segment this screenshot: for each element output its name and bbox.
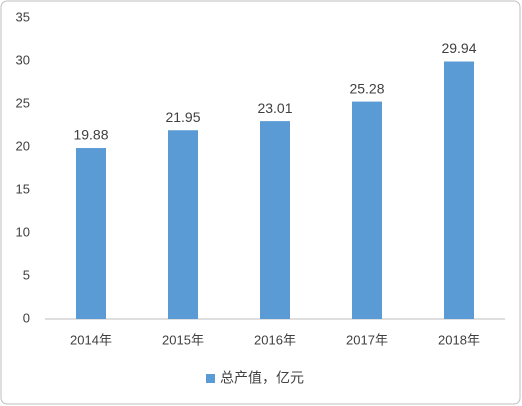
x-tick-label: 2018年 <box>438 332 480 347</box>
bar <box>260 121 290 319</box>
bar <box>76 148 106 319</box>
data-label: 23.01 <box>257 100 292 116</box>
y-tick-label: 0 <box>23 310 30 325</box>
x-tick-label: 2017年 <box>346 332 388 347</box>
bar <box>352 101 382 319</box>
x-tick-label: 2016年 <box>254 332 296 347</box>
data-label: 19.88 <box>73 127 108 143</box>
bar <box>444 61 474 320</box>
y-tick-label: 20 <box>16 138 30 153</box>
y-tick-label: 15 <box>16 181 30 196</box>
x-tick-label: 2014年 <box>70 332 112 347</box>
legend-swatch <box>206 374 215 383</box>
legend-label: 总产值，亿元 <box>220 370 304 386</box>
y-tick-label: 25 <box>16 95 30 110</box>
y-tick-label: 30 <box>16 52 30 67</box>
data-label: 21.95 <box>165 109 200 125</box>
y-tick-label: 5 <box>23 267 30 282</box>
y-tick-label: 35 <box>16 9 30 24</box>
data-label: 25.28 <box>349 80 384 96</box>
x-tick-label: 2015年 <box>162 332 204 347</box>
y-tick-label: 10 <box>16 224 30 239</box>
data-label: 29.94 <box>441 40 476 56</box>
bar <box>168 130 198 319</box>
